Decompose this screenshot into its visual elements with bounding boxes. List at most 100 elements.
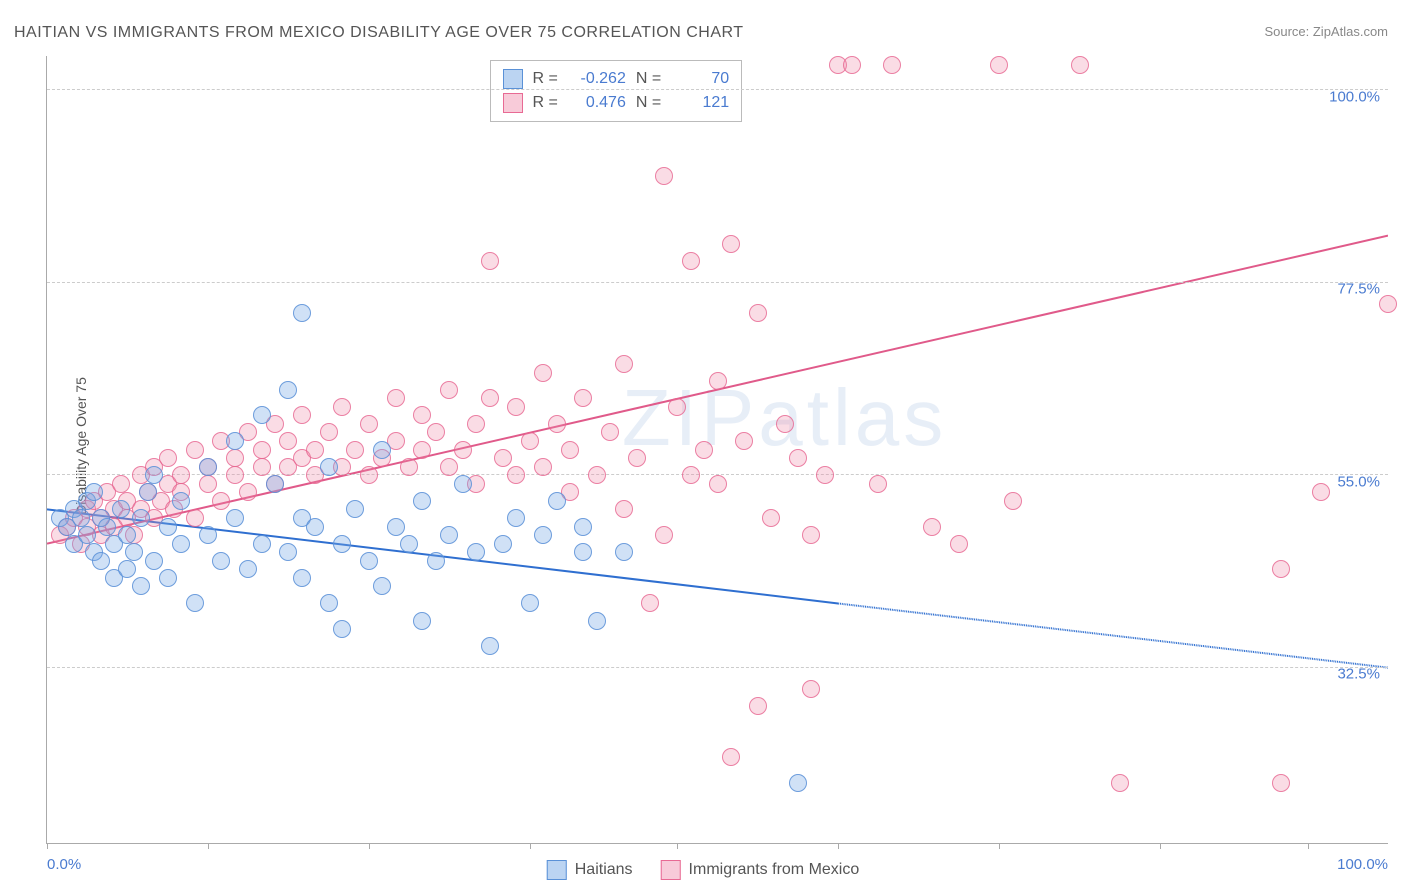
data-point — [172, 466, 190, 484]
xtick — [999, 843, 1000, 849]
data-point — [749, 304, 767, 322]
ytick-label: 55.0% — [1337, 473, 1380, 490]
data-point — [159, 449, 177, 467]
data-point — [655, 167, 673, 185]
data-point — [279, 432, 297, 450]
data-point — [923, 518, 941, 536]
data-point — [869, 475, 887, 493]
data-point — [279, 381, 297, 399]
data-point — [481, 637, 499, 655]
data-point — [226, 466, 244, 484]
data-point — [186, 509, 204, 527]
data-point — [440, 458, 458, 476]
data-point — [950, 535, 968, 553]
data-point — [112, 500, 130, 518]
data-point — [709, 372, 727, 390]
swatch-blue-icon — [503, 69, 523, 89]
data-point — [112, 475, 130, 493]
data-point — [615, 500, 633, 518]
xtick — [1160, 843, 1161, 849]
data-point — [628, 449, 646, 467]
xtick — [369, 843, 370, 849]
n-value: 70 — [671, 70, 729, 88]
data-point — [226, 449, 244, 467]
r-label: R = — [533, 70, 558, 88]
source-label: Source: ZipAtlas.com — [1264, 24, 1388, 39]
n-label: N = — [636, 94, 661, 112]
swatch-blue-icon — [547, 860, 567, 880]
data-point — [159, 569, 177, 587]
data-point — [588, 466, 606, 484]
xtick — [677, 843, 678, 849]
data-point — [346, 500, 364, 518]
data-point — [132, 509, 150, 527]
data-point — [722, 235, 740, 253]
data-point — [883, 56, 901, 74]
data-point — [1272, 774, 1290, 792]
data-point — [534, 526, 552, 544]
xtick — [1308, 843, 1309, 849]
data-point — [253, 458, 271, 476]
data-point — [92, 552, 110, 570]
data-point — [333, 398, 351, 416]
data-point — [481, 252, 499, 270]
gridline — [47, 667, 1388, 668]
data-point — [413, 492, 431, 510]
data-point — [467, 543, 485, 561]
data-point — [226, 432, 244, 450]
data-point — [320, 458, 338, 476]
data-point — [1379, 295, 1397, 313]
data-point — [139, 483, 157, 501]
ytick-label: 32.5% — [1337, 666, 1380, 683]
swatch-pink-icon — [661, 860, 681, 880]
data-point — [279, 543, 297, 561]
data-point — [306, 518, 324, 536]
regression-lines — [47, 56, 1388, 843]
n-label: N = — [636, 70, 661, 88]
data-point — [682, 466, 700, 484]
data-point — [78, 526, 96, 544]
data-point — [387, 389, 405, 407]
data-point — [776, 415, 794, 433]
data-point — [574, 389, 592, 407]
xtick — [530, 843, 531, 849]
data-point — [333, 620, 351, 638]
data-point — [507, 466, 525, 484]
data-point — [253, 406, 271, 424]
data-point — [1312, 483, 1330, 501]
data-point — [373, 577, 391, 595]
data-point — [574, 543, 592, 561]
data-point — [333, 535, 351, 553]
data-point — [548, 415, 566, 433]
data-point — [212, 552, 230, 570]
stats-row-blue: R = -0.262 N = 70 — [503, 67, 730, 91]
legend-label: Immigrants from Mexico — [689, 861, 860, 879]
data-point — [749, 697, 767, 715]
data-point — [400, 535, 418, 553]
data-point — [266, 475, 284, 493]
legend-item-pink: Immigrants from Mexico — [661, 860, 860, 880]
data-point — [789, 774, 807, 792]
xtick — [838, 843, 839, 849]
ytick-label: 77.5% — [1337, 281, 1380, 298]
data-point — [682, 252, 700, 270]
data-point — [695, 441, 713, 459]
data-point — [427, 423, 445, 441]
data-point — [306, 441, 324, 459]
chart-plot-area: ZIPatlas R = -0.262 N = 70 R = 0.476 N =… — [46, 56, 1388, 844]
stats-row-pink: R = 0.476 N = 121 — [503, 91, 730, 115]
data-point — [400, 458, 418, 476]
data-point — [601, 423, 619, 441]
data-point — [145, 466, 163, 484]
data-point — [507, 398, 525, 416]
data-point — [360, 466, 378, 484]
data-point — [118, 526, 136, 544]
data-point — [843, 56, 861, 74]
data-point — [199, 526, 217, 544]
gridline — [47, 282, 1388, 283]
data-point — [534, 458, 552, 476]
data-point — [373, 441, 391, 459]
data-point — [186, 441, 204, 459]
data-point — [615, 543, 633, 561]
data-point — [481, 389, 499, 407]
